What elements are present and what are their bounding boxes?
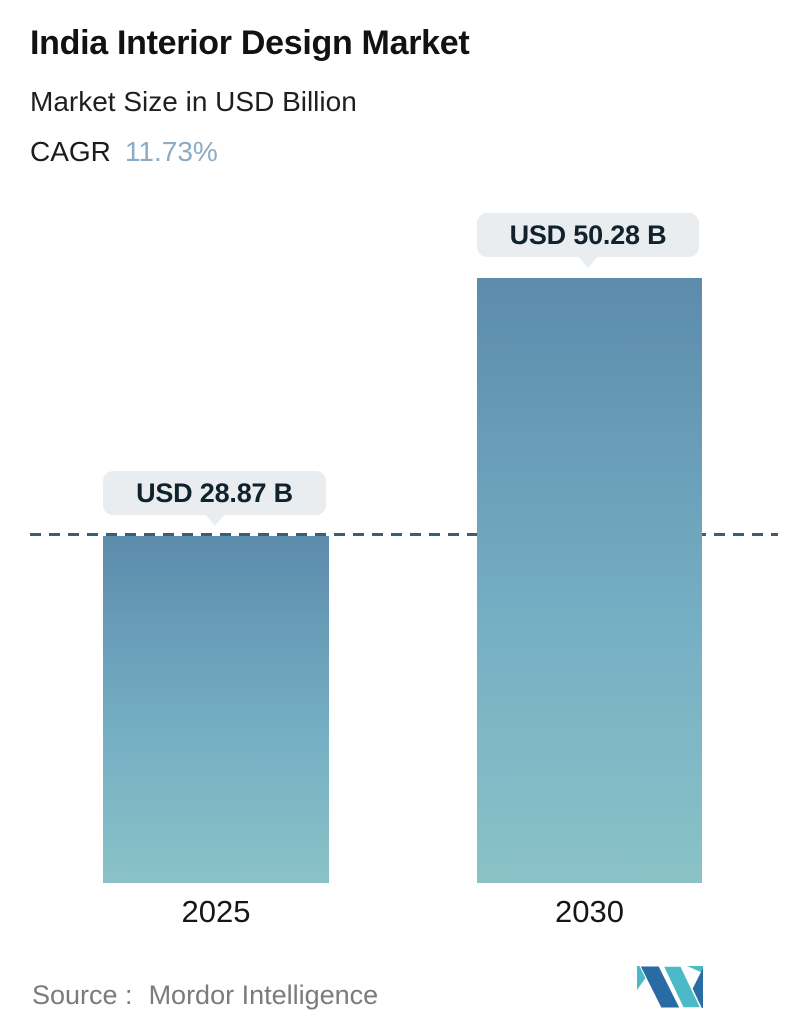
cagr-value: 11.73% [124,136,218,167]
page-title: India Interior Design Market [30,24,470,62]
value-label-text: USD 50.28 B [509,219,667,250]
chart-subtitle: Market Size in USD Billion [30,86,357,117]
value-label-pointer [578,256,598,268]
source-label: Source : [32,980,133,1010]
bar-chart: USD 28.87 B 2025 USD 50.28 B 2030 [0,190,796,929]
value-label-pointer [204,514,225,526]
x-axis-label-2025: 2025 [181,894,251,929]
cagr-label: CAGR [30,136,111,167]
reference-dashed-line [30,533,778,536]
cagr-row: CAGR 11.73% [30,136,218,168]
source-value: Mordor Intelligence [148,980,379,1010]
source-text: Source : Mordor Intelligence [32,980,378,1011]
bar-group-2030: USD 50.28 B 2030 [477,190,702,929]
bar-2025 [103,536,329,883]
value-label-2030: USD 50.28 B [477,213,699,268]
x-axis-label-2030: 2030 [555,894,624,929]
value-label-text: USD 28.87 B [136,477,293,508]
bar-2030 [477,278,702,883]
mordor-intelligence-logo-icon [637,965,703,1009]
value-label-2025: USD 28.87 B [103,471,326,526]
bar-group-2025: USD 28.87 B 2025 [103,190,329,929]
